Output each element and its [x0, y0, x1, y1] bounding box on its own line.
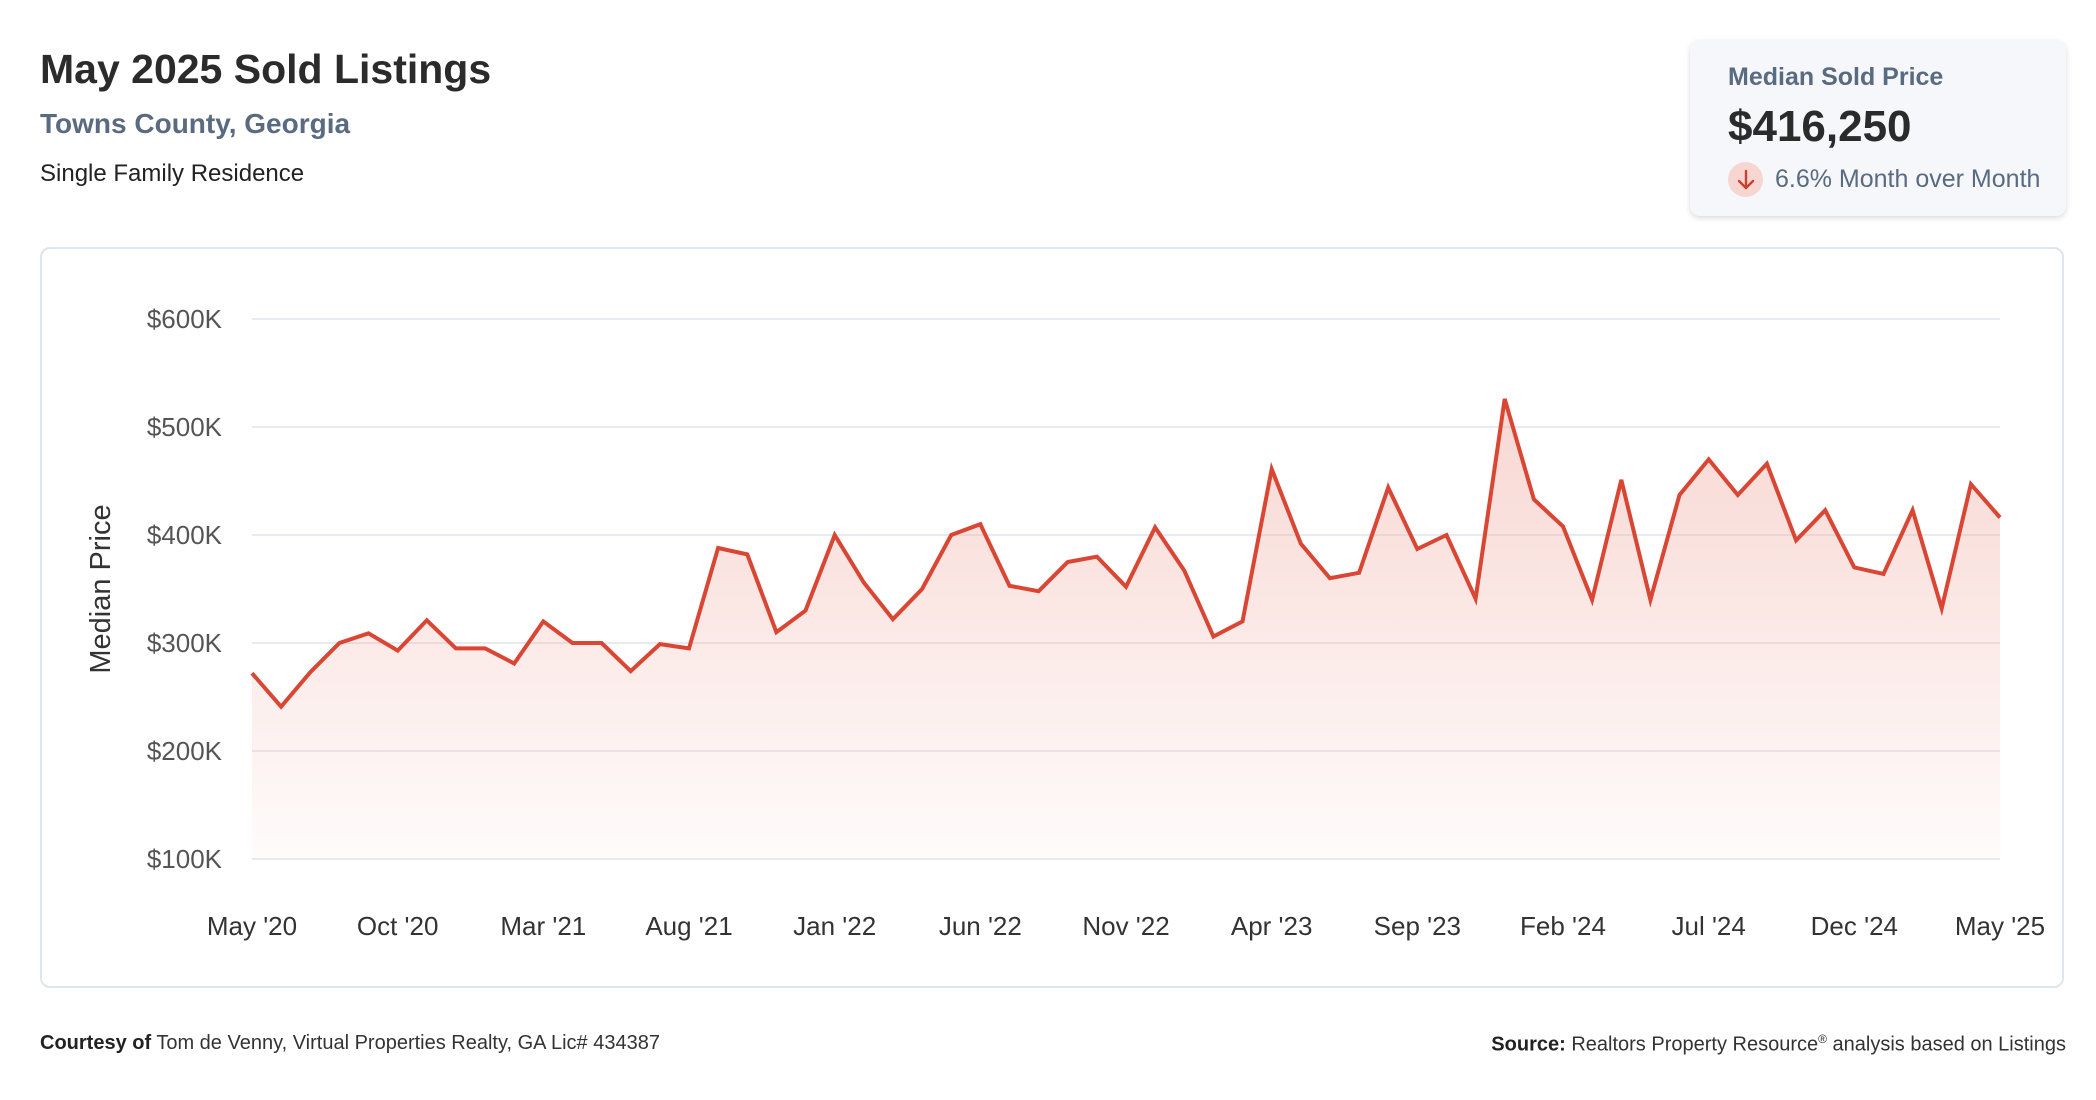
x-tick-label: Oct '20: [357, 911, 439, 941]
y-axis-label: Median Price: [85, 504, 117, 673]
y-tick-label: $600K: [147, 304, 223, 334]
kpi-value: $416,250: [1728, 102, 1912, 151]
x-tick-label: Aug '21: [645, 911, 732, 941]
y-tick-label: $100K: [147, 844, 223, 874]
source-text-a: Realtors Property Resource: [1571, 1033, 1819, 1056]
x-tick-label: Jan '22: [793, 911, 876, 941]
x-tick-label: May '25: [1955, 911, 2045, 941]
price-line: [250, 398, 2002, 710]
x-tick-label: Sep '23: [1374, 911, 1461, 941]
source-text-b: analysis based on Listings: [1832, 1033, 2066, 1056]
page-title: May 2025 Sold Listings: [40, 46, 492, 92]
kpi-change: 6.6% Month over Month: [1728, 162, 2040, 197]
x-tick-label: Jun '22: [939, 911, 1022, 941]
kpi-label: Median Sold Price: [1728, 63, 1944, 91]
registered-mark: ®: [1818, 1032, 1827, 1046]
y-tick-label: $300K: [147, 628, 223, 658]
source-footer: Source: Realtors Property Resource® anal…: [1491, 1032, 2066, 1057]
courtesy-footer: Courtesy of Tom de Venny, Virtual Proper…: [40, 1032, 660, 1055]
courtesy-label: Courtesy of: [40, 1032, 152, 1054]
y-tick-label: $400K: [147, 520, 223, 550]
y-tick-label: $500K: [147, 412, 223, 442]
property-type-label: Single Family Residence: [40, 160, 305, 187]
x-tick-label: Feb '24: [1520, 911, 1606, 941]
x-tick-label: Apr '23: [1231, 911, 1313, 941]
y-tick-label: $200K: [147, 736, 223, 766]
kpi-change-text: 6.6% Month over Month: [1775, 165, 2041, 193]
x-tick-label: Nov '22: [1082, 911, 1169, 941]
courtesy-text: Tom de Venny, Virtual Properties Realty,…: [156, 1032, 660, 1054]
source-label: Source:: [1491, 1033, 1566, 1056]
x-tick-label: Mar '21: [500, 911, 586, 941]
median-price-chart: $100K $200K $300K $400K $500K $600K Median Pri…: [85, 304, 2045, 941]
location-subtitle: Towns County, Georgia: [40, 108, 351, 139]
x-tick-label: Dec '24: [1811, 911, 1898, 941]
x-tick-label: Jul '24: [1671, 911, 1745, 941]
x-tick-label: May '20: [207, 911, 297, 941]
arrow-down-icon: [1728, 162, 1763, 197]
area-fill: [252, 398, 2000, 859]
median-price-card: Median Sold Price $416,250 6.6% Month ov…: [1690, 40, 2066, 216]
